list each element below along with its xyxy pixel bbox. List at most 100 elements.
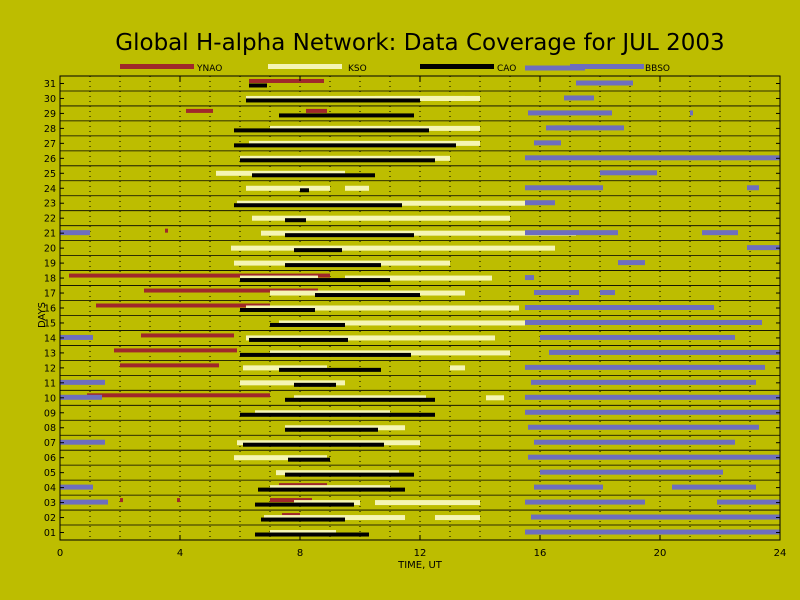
coverage-bar-bbso bbox=[525, 409, 780, 415]
y-tick-label: 02 bbox=[44, 513, 56, 524]
coverage-bar-ynao bbox=[120, 498, 123, 503]
coverage-bar-bbso bbox=[564, 95, 594, 101]
coverage-bar-bbso bbox=[618, 260, 645, 266]
legend-swatch-ynao bbox=[120, 64, 194, 69]
coverage-bar-cao bbox=[255, 532, 369, 537]
y-tick-label: 03 bbox=[44, 498, 56, 509]
series-bbso bbox=[60, 65, 780, 535]
legend-swatch-cao bbox=[420, 64, 494, 69]
coverage-bar-cao bbox=[249, 83, 267, 88]
coverage-bar-bbso bbox=[672, 484, 756, 490]
y-tick-label: 08 bbox=[44, 423, 56, 434]
coverage-bar-ynao bbox=[114, 348, 237, 353]
coverage-bar-cao bbox=[285, 472, 414, 477]
coverage-bar-cao bbox=[300, 188, 309, 193]
legend-swatch-bbso bbox=[570, 64, 644, 69]
plot-frame bbox=[59, 75, 781, 541]
coverage-bar-bbso bbox=[717, 499, 780, 505]
y-tick-label: 28 bbox=[44, 124, 56, 135]
y-tick-label: 16 bbox=[44, 304, 56, 315]
y-tick-label: 11 bbox=[44, 378, 56, 389]
y-tick-label: 14 bbox=[44, 333, 56, 344]
coverage-bar-bbso bbox=[60, 439, 105, 445]
coverage-bar-ynao bbox=[177, 498, 180, 503]
coverage-bar-bbso bbox=[540, 334, 735, 340]
coverage-bar-cao bbox=[249, 337, 348, 342]
coverage-bar-bbso bbox=[525, 364, 765, 370]
coverage-bar-kso bbox=[345, 185, 369, 191]
y-tick-label: 13 bbox=[44, 348, 56, 359]
coverage-bar-ynao bbox=[186, 108, 213, 113]
coverage-bar-bbso bbox=[528, 110, 612, 116]
coverage-bar-ynao bbox=[306, 108, 327, 113]
coverage-bar-kso bbox=[252, 215, 510, 221]
y-axis-label: DAYS bbox=[37, 302, 48, 328]
coverage-bar-bbso bbox=[60, 230, 90, 236]
coverage-bar-bbso bbox=[702, 230, 738, 236]
coverage-bar-cao bbox=[261, 517, 345, 522]
y-tick-label: 26 bbox=[44, 154, 56, 165]
coverage-bar-kso bbox=[246, 185, 330, 191]
coverage-bar-ynao bbox=[69, 273, 330, 278]
y-tick-label: 20 bbox=[44, 244, 56, 255]
coverage-bar-bbso bbox=[528, 454, 780, 460]
legend-label-cao: CAO bbox=[497, 64, 516, 74]
legend-label-bbso: BBSO bbox=[645, 64, 670, 74]
coverage-bar-bbso bbox=[60, 334, 93, 340]
legend-label-kso: KSO bbox=[348, 64, 367, 74]
y-tick-label: 21 bbox=[44, 229, 56, 240]
coverage-bar-cao bbox=[243, 442, 384, 447]
coverage-bar-bbso bbox=[60, 499, 108, 505]
y-tick-label: 22 bbox=[44, 214, 56, 225]
coverage-bar-cao bbox=[234, 128, 429, 133]
coverage-bar-bbso bbox=[60, 379, 105, 385]
coverage-bar-bbso bbox=[690, 110, 693, 116]
coverage-bar-cao bbox=[240, 412, 435, 417]
y-tick-label: 30 bbox=[44, 94, 56, 105]
coverage-bar-bbso bbox=[525, 65, 585, 71]
x-tick-label: 20 bbox=[654, 548, 667, 559]
legend-label-ynao: YNAO bbox=[196, 64, 222, 74]
coverage-bar-bbso bbox=[534, 290, 579, 296]
coverage-bar-bbso bbox=[531, 379, 756, 385]
y-tick-label: 31 bbox=[44, 79, 56, 90]
coverage-bar-cao bbox=[240, 308, 315, 312]
chart-title: Global H-alpha Network: Data Coverage fo… bbox=[115, 30, 724, 56]
coverage-bar-kso bbox=[261, 230, 576, 236]
coverage-bar-bbso bbox=[525, 499, 645, 505]
y-tick-label: 10 bbox=[44, 393, 56, 404]
y-tick-label: 09 bbox=[44, 408, 56, 419]
y-tick-label: 23 bbox=[44, 199, 56, 210]
coverage-bar-ynao bbox=[141, 333, 234, 338]
coverage-bars bbox=[60, 65, 780, 537]
coverage-bar-bbso bbox=[534, 140, 561, 146]
coverage-bar-kso bbox=[450, 365, 465, 371]
y-tick-label: 07 bbox=[44, 438, 56, 449]
y-tick-label: 19 bbox=[44, 259, 56, 270]
x-tick-label: 8 bbox=[297, 548, 303, 559]
coverage-bar-bbso bbox=[525, 155, 780, 161]
coverage-bar-cao bbox=[279, 367, 381, 372]
coverage-bar-cao bbox=[255, 502, 354, 507]
y-tick-label: 01 bbox=[44, 528, 56, 539]
series-cao bbox=[234, 83, 456, 537]
coverage-bar-bbso bbox=[525, 394, 780, 400]
coverage-bar-kso bbox=[345, 275, 492, 281]
coverage-bar-bbso bbox=[747, 185, 759, 191]
coverage-bar-bbso bbox=[525, 275, 534, 281]
coverage-bar-cao bbox=[285, 397, 435, 402]
x-tick-labels: 0 4 8 12 16 20 24 bbox=[57, 548, 787, 559]
coverage-bar-bbso bbox=[60, 484, 93, 490]
coverage-bar-kso bbox=[435, 515, 480, 521]
coverage-bar-kso bbox=[234, 455, 327, 461]
coverage-bar-cao bbox=[279, 113, 414, 118]
coverage-bar-bbso bbox=[534, 439, 735, 445]
coverage-bar-kso bbox=[246, 335, 495, 341]
coverage-bar-ynao bbox=[165, 228, 168, 233]
coverage-bar-bbso bbox=[531, 514, 780, 520]
coverage-bar-cao bbox=[285, 218, 306, 223]
coverage-bar-bbso bbox=[540, 469, 723, 475]
coverage-bar-bbso bbox=[549, 349, 780, 355]
coverage-bar-bbso bbox=[747, 245, 780, 251]
y-tick-label: 06 bbox=[44, 453, 56, 464]
